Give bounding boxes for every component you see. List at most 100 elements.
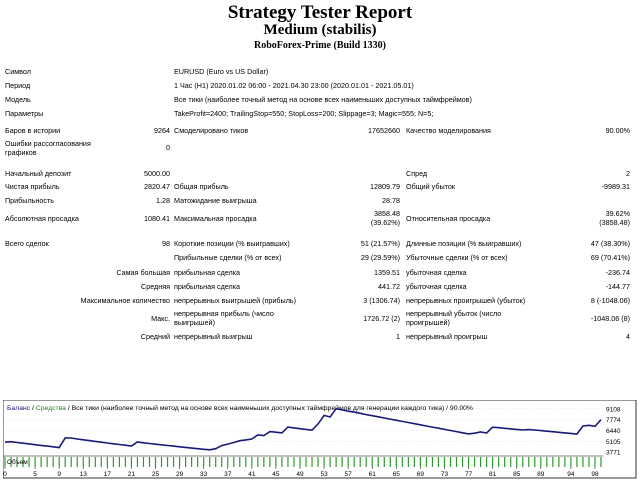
avg-loss-label: непрерывный проигрыш bbox=[406, 332, 488, 341]
report-build: RoboForex-Prime (Build 1330) bbox=[253, 40, 387, 51]
max-loss-label-1: непрерывный убыток (число bbox=[406, 309, 502, 318]
max-win-value: 1726.72 (2) bbox=[363, 314, 400, 323]
x-tick-label: 94 bbox=[567, 471, 575, 478]
short-positions-label: Короткие позиции (% выигравших) bbox=[174, 239, 290, 248]
loss-trades-label: Убыточные сделки (% от всех) bbox=[406, 253, 508, 262]
x-tick-label: 21 bbox=[128, 471, 136, 478]
x-tick-label: 25 bbox=[152, 471, 160, 478]
abs-drawdown-label: Абсолютная просадка bbox=[5, 214, 79, 223]
profit-factor-value: 1.28 bbox=[156, 196, 170, 205]
legend-equity: Средства bbox=[36, 405, 66, 412]
max-drawdown-value: 3858.48 bbox=[374, 209, 400, 218]
y-tick-label: 6440 bbox=[606, 428, 621, 435]
max-count-win-label: непрерывных выигрышей (прибыль) bbox=[174, 296, 297, 305]
spread-value: 2 bbox=[626, 169, 630, 178]
x-tick-label: 81 bbox=[489, 471, 497, 478]
x-tick-label: 57 bbox=[345, 471, 353, 478]
expected-payoff-label: Матожидание выигрыша bbox=[174, 196, 257, 205]
legend-balance: Баланс bbox=[7, 405, 31, 412]
abs-drawdown-value: 1080.41 bbox=[144, 214, 170, 223]
largest-profit-label: прибыльная сделка bbox=[174, 268, 241, 277]
info-model-value: Все тики (наиболее точный метод на основ… bbox=[174, 95, 472, 104]
x-tick-label: 69 bbox=[417, 471, 425, 478]
x-tick-label: 45 bbox=[272, 471, 280, 478]
gross-loss-value: -9989.31 bbox=[601, 182, 630, 191]
total-trades-label: Всего сделок bbox=[5, 239, 49, 248]
ticks-value: 17652660 bbox=[368, 126, 400, 135]
bars-label: Баров в истории bbox=[5, 126, 61, 135]
average-loss-value: -144.77 bbox=[605, 282, 630, 291]
avg-loss-value: 4 bbox=[626, 332, 630, 341]
x-tick-label: 77 bbox=[465, 471, 473, 478]
max-loss-label-2: проигрышей) bbox=[406, 318, 450, 327]
x-tick-label: 5 bbox=[33, 471, 37, 478]
deposit-label: Начальный депозит bbox=[5, 169, 72, 178]
rel-drawdown-amount: (3858.48) bbox=[599, 218, 630, 227]
info-symbol-value: EURUSD (Euro vs US Dollar) bbox=[174, 67, 269, 76]
svg-text:Баланс / Средства / Все тики (: Баланс / Средства / Все тики (наиболее т… bbox=[7, 404, 473, 412]
rel-drawdown-label: Относительная просадка bbox=[406, 214, 491, 223]
balance-line bbox=[4, 407, 602, 451]
balance-chart-frame: Баланс / Средства / Все тики (наиболее т… bbox=[3, 400, 637, 479]
average-profit-value: 441.72 bbox=[378, 282, 400, 291]
net-profit-value: 2820.47 bbox=[144, 182, 170, 191]
deposit-value: 5000.00 bbox=[144, 169, 170, 178]
x-tick-label: 61 bbox=[369, 471, 377, 478]
x-tick-label: 13 bbox=[80, 471, 88, 478]
max-count-loss-value: 8 (-1048.06) bbox=[590, 296, 630, 305]
largest-label: Самая большая bbox=[116, 268, 170, 277]
gross-profit-label: Общая прибыль bbox=[174, 182, 229, 191]
x-tick-label: 49 bbox=[296, 471, 304, 478]
gross-loss-label: Общий убыток bbox=[406, 182, 455, 191]
ticks-label: Смоделировано тиков bbox=[174, 126, 249, 135]
max-count-loss-label: непрерывных проигрышей (убыток) bbox=[406, 296, 526, 305]
info-symbol-label: Символ bbox=[5, 67, 31, 76]
info-period-label: Период bbox=[5, 81, 31, 90]
quality-label: Качество моделирования bbox=[406, 126, 491, 135]
y-tick-label: 5105 bbox=[606, 439, 621, 446]
avg-win-value: 1 bbox=[396, 332, 400, 341]
largest-loss-value: -236.74 bbox=[605, 268, 630, 277]
info-model-label: Модель bbox=[5, 95, 31, 104]
expected-payoff-value: 28.78 bbox=[382, 196, 400, 205]
short-positions-value: 51 (21.57%) bbox=[360, 239, 400, 248]
long-positions-label: Длинные позиции (% выигравших) bbox=[406, 239, 522, 248]
net-profit-label: Чистая прибыль bbox=[5, 182, 60, 191]
gross-profit-value: 12809.79 bbox=[370, 182, 400, 191]
profit-trades-label: Прибыльные сделки (% от всех) bbox=[174, 253, 282, 262]
average-profit-label: прибыльная сделка bbox=[174, 282, 241, 291]
y-tick-label: 3771 bbox=[606, 450, 621, 457]
info-params-label: Параметры bbox=[5, 109, 44, 118]
quality-value: 90.00% bbox=[605, 126, 630, 135]
spread-label: Спред bbox=[406, 169, 428, 178]
report-title: Strategy Tester Report bbox=[227, 2, 413, 23]
max-count-win-value: 3 (1306.74) bbox=[363, 296, 400, 305]
long-positions-value: 47 (38.30%) bbox=[590, 239, 630, 248]
legend-desc: / Все тики (наиболее точный метод на осн… bbox=[66, 404, 473, 412]
average-label: Средняя bbox=[141, 282, 170, 291]
x-tick-label: 53 bbox=[320, 471, 328, 478]
profit-trades-value: 29 (29.59%) bbox=[360, 253, 400, 262]
profit-factor-label: Прибыльность bbox=[5, 196, 54, 205]
x-tick-label: 9 bbox=[57, 471, 61, 478]
x-tick-label: 73 bbox=[441, 471, 449, 478]
errors-value: 0 bbox=[166, 143, 170, 152]
info-params-value: TakeProfit=2400; TrailingStop=550; StopL… bbox=[174, 109, 434, 118]
x-tick-label: 37 bbox=[224, 471, 232, 478]
x-tick-label: 65 bbox=[393, 471, 401, 478]
info-period-value: 1 Час (H1) 2020.01.02 06:00 - 2021.04.30… bbox=[174, 81, 414, 90]
max-label: Макс. bbox=[151, 314, 170, 323]
x-tick-label: 17 bbox=[104, 471, 112, 478]
max-drawdown-percent: (39.62%) bbox=[370, 218, 400, 227]
x-tick-label: 85 bbox=[513, 471, 521, 478]
volume-label: Объем bbox=[7, 458, 28, 466]
x-tick-label: 89 bbox=[537, 471, 545, 478]
errors-label-1: Ошибки рассогласования bbox=[5, 139, 91, 148]
x-tick-label: 41 bbox=[248, 471, 256, 478]
largest-profit-value: 1359.51 bbox=[374, 268, 400, 277]
rel-drawdown-value: 39.62% bbox=[605, 209, 630, 218]
avg-label: Средний bbox=[140, 332, 170, 341]
errors-label-2: графиков bbox=[5, 148, 37, 157]
max-drawdown-label: Максимальная просадка bbox=[174, 214, 257, 223]
report-subtitle: Medium (stabilis) bbox=[263, 22, 377, 38]
